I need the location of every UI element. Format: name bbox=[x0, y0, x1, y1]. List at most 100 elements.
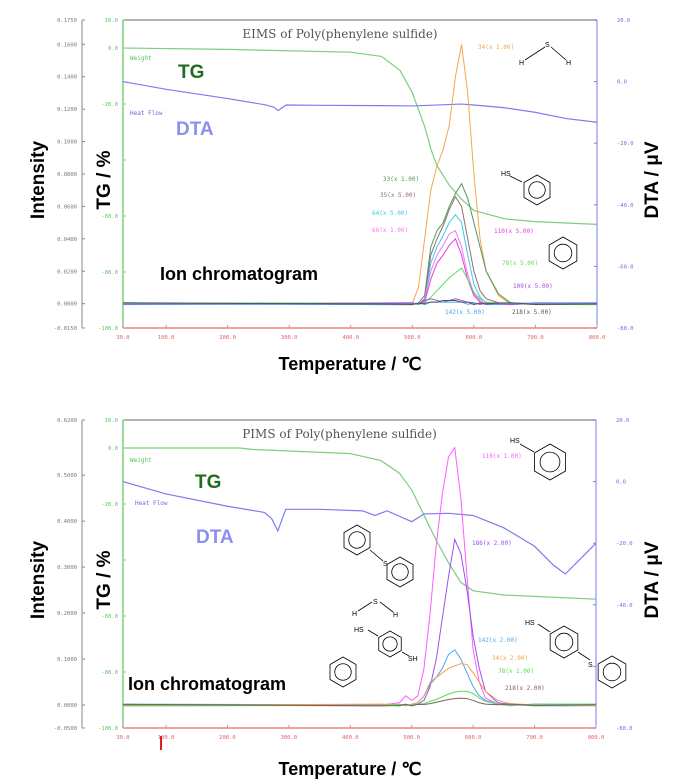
tg-tick-label: -60.0 bbox=[101, 214, 118, 220]
benzene-ring bbox=[534, 443, 566, 481]
chart-title: PIMS of Poly(phenylene sulfide) bbox=[242, 427, 437, 441]
bond bbox=[519, 443, 535, 453]
h2s-atom-s: S bbox=[373, 599, 378, 606]
bond bbox=[401, 651, 410, 657]
x-tick-label: 200.0 bbox=[219, 735, 236, 741]
intensity-tick-label: 0.1400 bbox=[57, 75, 77, 81]
intensity-tick-label: 0.6200 bbox=[57, 418, 77, 424]
ion-series-label: 142(x 5.00) bbox=[445, 309, 485, 316]
tg-tick-label: -20.0 bbox=[101, 102, 118, 108]
ion-series-label: 66(x 1.00) bbox=[372, 227, 408, 234]
tg-annotation: TG bbox=[195, 472, 221, 493]
heat-flow-curve-label: Heat Flow bbox=[130, 110, 163, 117]
aromatic-circle bbox=[602, 662, 622, 682]
diphenyl-sulfide-ring-1 bbox=[343, 524, 371, 556]
aromatic-circle bbox=[554, 632, 574, 652]
ion-series-218 bbox=[122, 299, 598, 306]
dta-tick-label: -80.0 bbox=[616, 726, 633, 732]
benzene-ring bbox=[386, 556, 414, 588]
tg-curve bbox=[123, 447, 597, 600]
intensity-tick-label: 0.1000 bbox=[57, 140, 77, 146]
tg-tick-label: 0.0 bbox=[108, 446, 118, 452]
x-tick-label: 400.0 bbox=[342, 335, 359, 341]
intensity-axis-title: Intensity bbox=[28, 141, 49, 220]
tg-tick-label: 10.0 bbox=[105, 418, 118, 424]
benzenedithiol-structure bbox=[378, 630, 402, 658]
tg-tick-label: -100.0 bbox=[98, 726, 118, 732]
h2s-atom-h: H bbox=[566, 60, 571, 67]
diphenyl-sulfide-s: S bbox=[383, 561, 388, 568]
intensity-tick-label: 0.1600 bbox=[57, 42, 77, 48]
intensity-tick-label: 0.0800 bbox=[57, 172, 77, 178]
dta-tick-label: -40.0 bbox=[617, 203, 634, 209]
dta-tick-label: -40.0 bbox=[616, 603, 633, 609]
chart-2: 0.62000.50000.40000.30000.20000.10000.00… bbox=[28, 418, 663, 779]
benzene-ring bbox=[343, 524, 371, 556]
aromatic-circle bbox=[391, 563, 409, 581]
aromatic-circle bbox=[539, 451, 561, 473]
x-tick-label: 800.0 bbox=[589, 335, 606, 341]
intensity-tick-label: 0.0400 bbox=[57, 237, 77, 243]
dta-annotation: DTA bbox=[196, 527, 234, 548]
x-tick-label: 100.0 bbox=[158, 335, 175, 341]
bond bbox=[550, 46, 567, 61]
x-tick-label: 600.0 bbox=[466, 335, 483, 341]
x-tick-label: 30.0 bbox=[116, 335, 129, 341]
tg-tick-label: 0.0 bbox=[108, 46, 118, 52]
benzenethiol-structure bbox=[523, 174, 551, 206]
ion-series-label: 218(x 5.00) bbox=[512, 309, 552, 316]
benzene-ring bbox=[549, 625, 579, 659]
ion-series-label: 186(x 2.00) bbox=[472, 540, 512, 547]
tg-tick-label: -80.0 bbox=[101, 670, 118, 676]
dta-tick-label: 20.0 bbox=[616, 418, 629, 424]
benzene-structure bbox=[548, 236, 578, 270]
aromatic-circle bbox=[348, 531, 366, 549]
h2s-atom-h: H bbox=[352, 611, 357, 618]
x-tick-label: 500.0 bbox=[403, 735, 420, 741]
x-tick-label: 700.0 bbox=[526, 735, 543, 741]
benzenethiol-hs: HS bbox=[501, 171, 511, 178]
benzene-ring bbox=[378, 630, 402, 658]
intensity-tick-label: 0.3000 bbox=[57, 565, 77, 571]
benzenedithiol-sh: SH bbox=[408, 656, 418, 663]
aromatic-circle bbox=[528, 181, 546, 199]
intensity-tick-label: 0.1200 bbox=[57, 107, 77, 113]
x-tick-label: 200.0 bbox=[219, 335, 236, 341]
weight-curve-label: Weight bbox=[130, 457, 152, 464]
intensity-tick-label: 0.0600 bbox=[57, 204, 77, 210]
chart-title: EIMS of Poly(phenylene sulfide) bbox=[242, 27, 437, 41]
h2s-atom-s: S bbox=[545, 42, 550, 49]
ion-series-142 bbox=[122, 301, 598, 306]
bond bbox=[524, 46, 546, 61]
dta-tick-label: 0.0 bbox=[617, 80, 627, 86]
x-tick-label: 500.0 bbox=[404, 335, 421, 341]
intensity-tick-label: 0.2000 bbox=[57, 611, 77, 617]
ion-chromatogram-annotation: Ion chromatogram bbox=[160, 264, 318, 284]
ion-series-label: 35(x 5.00) bbox=[380, 192, 416, 199]
ion-series-label: 33(x 1.00) bbox=[383, 176, 419, 183]
weight-curve-label: Weight bbox=[130, 55, 152, 62]
x-tick-label: 100.0 bbox=[158, 735, 175, 741]
bond bbox=[509, 175, 523, 183]
dta-curve bbox=[122, 81, 598, 123]
ion-series-label: 218(x 2.00) bbox=[505, 685, 545, 692]
x-tick-label: 300.0 bbox=[281, 335, 298, 341]
phenylthio-benzenethiol-ring-2 bbox=[597, 655, 627, 689]
intensity-tick-label: -0.0150 bbox=[54, 326, 77, 332]
ion-series-label: 78(x 5.00) bbox=[502, 260, 538, 267]
ion-series-label: 34(x 2.00) bbox=[492, 655, 528, 662]
aromatic-circle bbox=[382, 636, 398, 652]
benzene-ring bbox=[329, 656, 357, 688]
benzene-ring bbox=[548, 236, 578, 270]
x-tick-label: 300.0 bbox=[281, 735, 298, 741]
phenylthio-benzenethiol-s: S bbox=[588, 662, 593, 669]
intensity-tick-label: 0.1750 bbox=[57, 18, 77, 24]
dta-axis-title: DTA / μV bbox=[642, 141, 663, 218]
intensity-tick-label: 0.4000 bbox=[57, 519, 77, 525]
benzenedithiol-hs: HS bbox=[354, 627, 364, 634]
x-axis-title: Temperature / ℃ bbox=[279, 759, 422, 779]
dta-tick-label: -80.0 bbox=[617, 326, 634, 332]
tg-tick-label: -100.0 bbox=[98, 326, 118, 332]
